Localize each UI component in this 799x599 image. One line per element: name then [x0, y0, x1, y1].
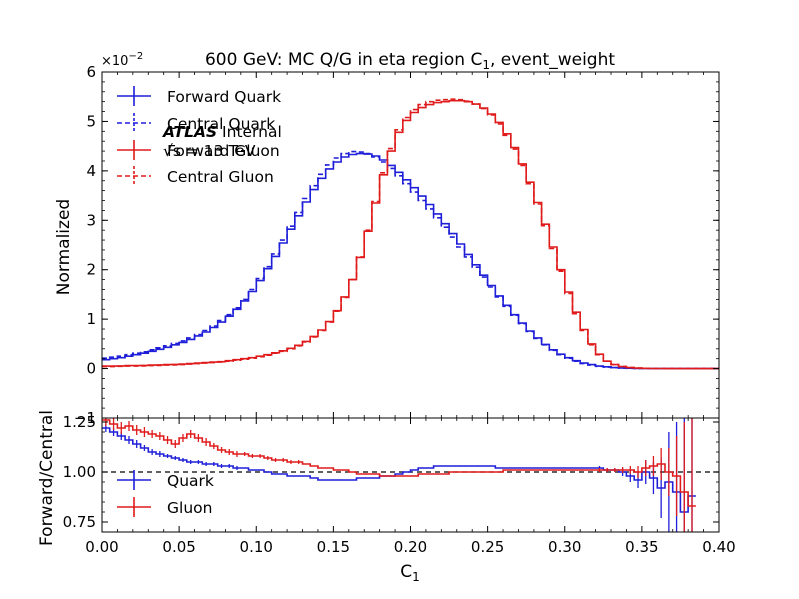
main-y-tick-label: 4	[86, 162, 96, 180]
ratio-panel: 0.75 1.00 1.25 0.00 0.05 0.10 0.15 0.20 0.25 0.30…	[63, 413, 736, 556]
ratio-series-group	[102, 418, 696, 532]
x-axis-label: C1	[400, 562, 420, 584]
ratio-y-tick-label: 1.25	[63, 413, 96, 431]
ratio-y-tick-label: 1.00	[63, 463, 96, 481]
legend-label-forward-gluon: Forward Gluon	[167, 142, 280, 160]
main-y-tick-label: 6	[86, 63, 96, 81]
x-tick-label: 0.00	[85, 538, 118, 556]
series-line-forward-gluon	[102, 99, 719, 370]
y-offset-label: ×10−2	[101, 51, 143, 69]
x-tick-label: 0.25	[471, 538, 504, 556]
legend-item-quark: Quark	[117, 470, 214, 490]
x-tick-label: 0.10	[240, 538, 273, 556]
legend-label-forward-quark: Forward Quark	[167, 88, 281, 106]
ratio-line-gluon	[102, 419, 696, 507]
atlas-label: ATLAS Internal	[162, 123, 282, 141]
legend-item-forward-gluon: Forward Gluon	[117, 140, 280, 160]
legend-label-central-quark: Central Quark	[167, 115, 275, 133]
series-line-central-gluon	[102, 98, 719, 370]
x-tick-label: 0.05	[162, 538, 195, 556]
main-y-tick-label: 2	[86, 261, 96, 279]
legend-item-central-gluon: Central Gluon	[117, 166, 274, 186]
main-y-tick-label: 5	[86, 112, 96, 130]
x-tick-label: 0.15	[317, 538, 350, 556]
energy-label: √s = 13 TeV	[163, 142, 256, 160]
x-tick-label: 0.40	[702, 538, 735, 556]
main-y-axis-label: Normalized	[54, 199, 74, 295]
series-line-central-quark	[102, 150, 719, 370]
main-y-tick-label: 0	[86, 360, 96, 378]
main-series-group	[102, 98, 719, 370]
legend-label-central-gluon: Central Gluon	[167, 168, 274, 186]
legend-item-gluon: Gluon	[117, 497, 212, 517]
ratio-y-tick-label: 0.75	[63, 513, 96, 531]
main-legend: Forward Quark Central Quark Forward Gluo…	[117, 86, 281, 186]
ratio-y-axis-label: Forward/Central	[37, 410, 57, 546]
x-tick-label: 0.35	[625, 538, 658, 556]
legend-label-quark: Quark	[167, 472, 214, 490]
chart-title: 600 GeV: MC Q/G in eta region C1, event_…	[205, 50, 615, 72]
main-y-tick-label: 1	[86, 310, 96, 328]
legend-label-gluon: Gluon	[167, 499, 212, 517]
ratio-legend: Quark Gluon	[117, 470, 214, 517]
legend-item-central-quark: Central Quark	[117, 113, 275, 133]
ratio-ticks-group: 0.75 1.00 1.25 0.00 0.05 0.10 0.15 0.20 0.25 0.30…	[63, 413, 736, 556]
main-y-tick-label: −1	[74, 409, 96, 427]
x-tick-label: 0.30	[548, 538, 581, 556]
ratio-plot-frame	[101, 417, 720, 533]
legend-item-forward-quark: Forward Quark	[117, 86, 281, 106]
main-y-tick-label: 3	[86, 211, 96, 229]
x-tick-label: 0.20	[394, 538, 427, 556]
